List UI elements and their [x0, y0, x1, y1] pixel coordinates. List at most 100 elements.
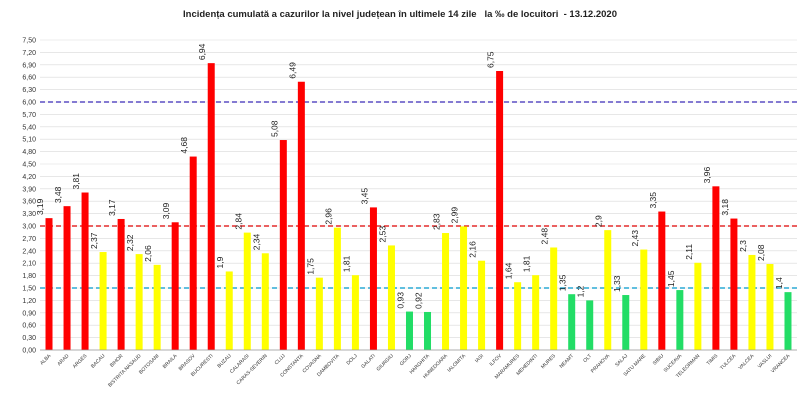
bar [351, 275, 359, 350]
value-label: 2,9 [594, 215, 604, 227]
value-label: 1,9 [215, 256, 225, 268]
y-tick-label: 0,30 [22, 335, 36, 342]
y-tick-label: 3,90 [22, 186, 36, 193]
value-label: 3,48 [53, 186, 63, 203]
value-label: 2,32 [125, 234, 135, 251]
bar [604, 230, 612, 350]
y-tick-label: 6,00 [22, 100, 36, 107]
y-tick-label: 3,00 [22, 224, 36, 231]
x-tick-label: TULCEA [719, 353, 738, 372]
value-label: 3,19 [35, 198, 45, 215]
y-tick-label: 0,60 [22, 323, 36, 330]
bar [550, 247, 558, 350]
y-tick-label: 6,30 [22, 87, 36, 94]
x-tick-label: VALCEA [737, 353, 755, 371]
bar [532, 275, 540, 350]
value-label: 2,06 [143, 245, 153, 262]
y-tick-label: 7,50 [22, 38, 36, 45]
bar [297, 81, 305, 350]
bar [279, 140, 287, 350]
reference-lines [40, 101, 797, 289]
x-tick-label: SIBIU [652, 353, 666, 367]
x-tick-label: BUZAU [216, 353, 233, 370]
x-tick-label: IASI [474, 353, 485, 364]
value-label: 3,18 [720, 199, 730, 216]
bar [405, 311, 413, 350]
bar [81, 192, 89, 350]
x-tick-label: ARGES [72, 353, 89, 370]
y-tick-label: 7,20 [22, 50, 36, 57]
y-tick-label: 5,70 [22, 112, 36, 119]
y-tick-label: 6,90 [22, 62, 36, 69]
value-label: 2,08 [756, 244, 766, 261]
y-tick-label: 3,30 [22, 211, 36, 218]
value-label: 2,37 [89, 232, 99, 249]
value-label: 1,45 [666, 270, 676, 287]
value-label: 2,83 [432, 213, 442, 230]
value-label: 4,68 [179, 137, 189, 154]
x-tick-label: GORJ [399, 353, 413, 367]
bar [784, 292, 792, 350]
y-tick-label: 2,10 [22, 261, 36, 268]
x-tick-label: PRAHOVA [590, 353, 612, 375]
x-tick-label: ALBA [39, 353, 53, 367]
value-label: 1,81 [341, 255, 351, 272]
value-label: 2,53 [377, 226, 387, 243]
bar [658, 211, 666, 350]
bar [514, 282, 522, 350]
value-label: 1,33 [612, 275, 622, 292]
bar [369, 207, 377, 350]
y-tick-label: 0,90 [22, 310, 36, 317]
x-tick-label: BIHOR [109, 353, 125, 369]
value-label: 1,35 [558, 274, 568, 291]
bar [496, 71, 504, 350]
x-tick-label: VRANCEA [770, 353, 792, 375]
y-axis-tick-labels: 0,00 0,30 0,60 0,90 1,20 1,50 1,80 2,10 2,40 2,70… [22, 38, 36, 355]
value-label: 1,64 [504, 262, 514, 279]
bar [640, 249, 648, 350]
bar [45, 218, 53, 350]
value-label: 2,34 [251, 233, 261, 250]
value-label: 3,09 [161, 202, 171, 219]
chart-title: Incidența cumulată a cazurilor la nivel … [183, 9, 617, 20]
bar [243, 232, 251, 350]
value-label: 1,81 [522, 255, 532, 272]
bar [333, 227, 341, 350]
y-tick-label: 5,10 [22, 137, 36, 144]
bar [99, 252, 107, 350]
bar [315, 277, 323, 350]
bar [117, 218, 125, 350]
x-tick-label: SALAJ [614, 353, 629, 368]
value-label: 2,96 [323, 208, 333, 225]
value-label: 2,43 [630, 230, 640, 247]
x-tick-label: DOLJ [346, 353, 360, 367]
bar [189, 156, 197, 350]
bar [478, 260, 486, 350]
value-label: 3,81 [71, 173, 81, 190]
value-label: 1,75 [305, 258, 315, 275]
value-labels: 3,19 3,48 3,81 2,37 3,17 2,32 2,06 3,09 4,68 6,94… [35, 43, 784, 309]
bar [63, 206, 71, 350]
x-tick-label: OLT [582, 353, 593, 364]
y-tick-label: 6,60 [22, 75, 36, 82]
y-tick-label: 1,80 [22, 273, 36, 280]
x-tick-label: BACAU [90, 353, 107, 370]
bars [45, 63, 792, 350]
x-tick-label: BRAILA [162, 353, 179, 370]
y-tick-label: 4,80 [22, 149, 36, 156]
y-tick-label: 5,40 [22, 124, 36, 131]
bar [171, 222, 179, 350]
x-tick-label: ARAD [56, 353, 70, 367]
bar [586, 300, 594, 350]
bar [694, 262, 702, 350]
bar [153, 264, 161, 350]
value-label: 2,11 [684, 244, 694, 260]
x-tick-label: TIMIS [706, 353, 720, 367]
x-tick-label: ILFOV [489, 353, 504, 368]
y-tick-label: 0,00 [22, 348, 36, 355]
x-tick-label: GALATI [360, 353, 377, 370]
value-label: 3,45 [359, 188, 369, 205]
value-label: 3,35 [648, 192, 658, 209]
value-label: 2,48 [540, 228, 550, 245]
